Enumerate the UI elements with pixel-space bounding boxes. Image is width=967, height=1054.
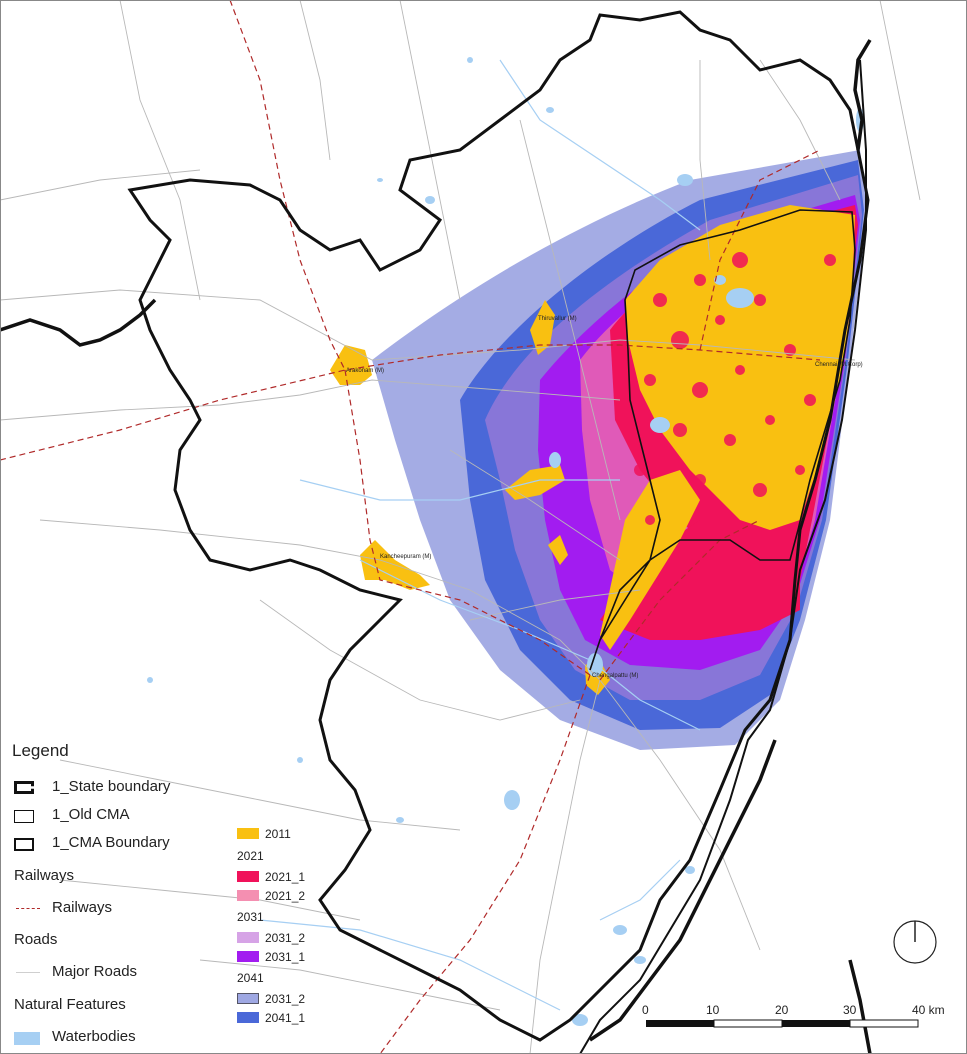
legend-group-2041: 2041: [237, 971, 264, 985]
label-thiruvallur: Thiruvallur (M): [538, 316, 577, 322]
legend-2011: 2011: [265, 827, 291, 841]
label-kancheepuram: Kancheepuram (M): [380, 554, 431, 560]
major-roads: [0, 0, 921, 1054]
swatch-2041-a: [237, 993, 259, 1004]
label-chennai: Chennai (M.Corp): [815, 362, 863, 368]
label-chengalpattu: Chengalpattu (M): [592, 673, 638, 679]
legend-group-2031: 2031: [237, 910, 264, 924]
swatch-2021-2: [237, 890, 259, 901]
scale-40: 40 km: [912, 1003, 945, 1017]
swatch-2011: [237, 828, 259, 839]
legend-group-2021: 2021: [237, 849, 264, 863]
legend-2041-a: 2031_2: [265, 992, 306, 1006]
legend-railways: Railways: [52, 899, 113, 916]
coastline: [579, 59, 867, 1054]
north-arrow-icon: [893, 920, 937, 964]
waterbodies: [147, 57, 864, 1026]
legend-cma-boundary: 1_CMA Boundary: [52, 834, 170, 851]
old-cma-boundary: [589, 209, 856, 671]
cma-boundary: [127, 10, 870, 1042]
legend-waterbodies: Waterbodies: [52, 1028, 136, 1045]
legend-2041-1: 2041_1: [265, 1011, 306, 1025]
zone-2021-corridor: [600, 520, 800, 640]
legend-2021-1: 2021_1: [265, 870, 306, 884]
scale-30: 30: [843, 1003, 857, 1017]
legend-2031-2: 2031_2: [265, 931, 306, 945]
cma-boundary-swatch: [14, 838, 34, 851]
urban-2021-speckle: [634, 252, 836, 525]
scale-10: 10: [706, 1003, 720, 1017]
waterbodies-swatch: [14, 1032, 40, 1045]
rivers: [259, 59, 701, 1011]
legend-2031-1: 2031_1: [265, 950, 306, 964]
scale-20: 20: [775, 1003, 789, 1017]
legend-major-roads: Major Roads: [52, 963, 138, 980]
legend-state-boundary: 1_State boundary: [52, 778, 171, 795]
state-boundary-swatch: [14, 781, 34, 794]
legend-title: Legend: [12, 741, 69, 760]
scale-0: 0: [642, 1003, 649, 1017]
swatch-2021-1: [237, 871, 259, 882]
legend-roads-group: Roads: [14, 931, 58, 948]
railways-swatch: [16, 908, 40, 909]
swatch-2031-1: [237, 951, 259, 962]
scale-bar: 0 10 20 30 40 km: [642, 1003, 945, 1028]
roads-swatch: [16, 972, 40, 973]
legend-old-cma: 1_Old CMA: [52, 806, 130, 823]
railways: [0, 0, 821, 1054]
swatch-2031-2: [237, 932, 259, 943]
legend-2021-2: 2021_2: [265, 889, 306, 903]
place-labels: Arakonam (M) Thiruvallur (M) Chennai (M.…: [346, 316, 863, 679]
state-boundary: [0, 39, 872, 1054]
label-arakonam: Arakonam (M): [346, 368, 384, 374]
legend-natural-group: Natural Features: [14, 996, 126, 1013]
old-cma-swatch: [14, 810, 34, 823]
legend-railways-group: Railways: [14, 867, 75, 884]
swatch-2041-1: [237, 1012, 259, 1023]
